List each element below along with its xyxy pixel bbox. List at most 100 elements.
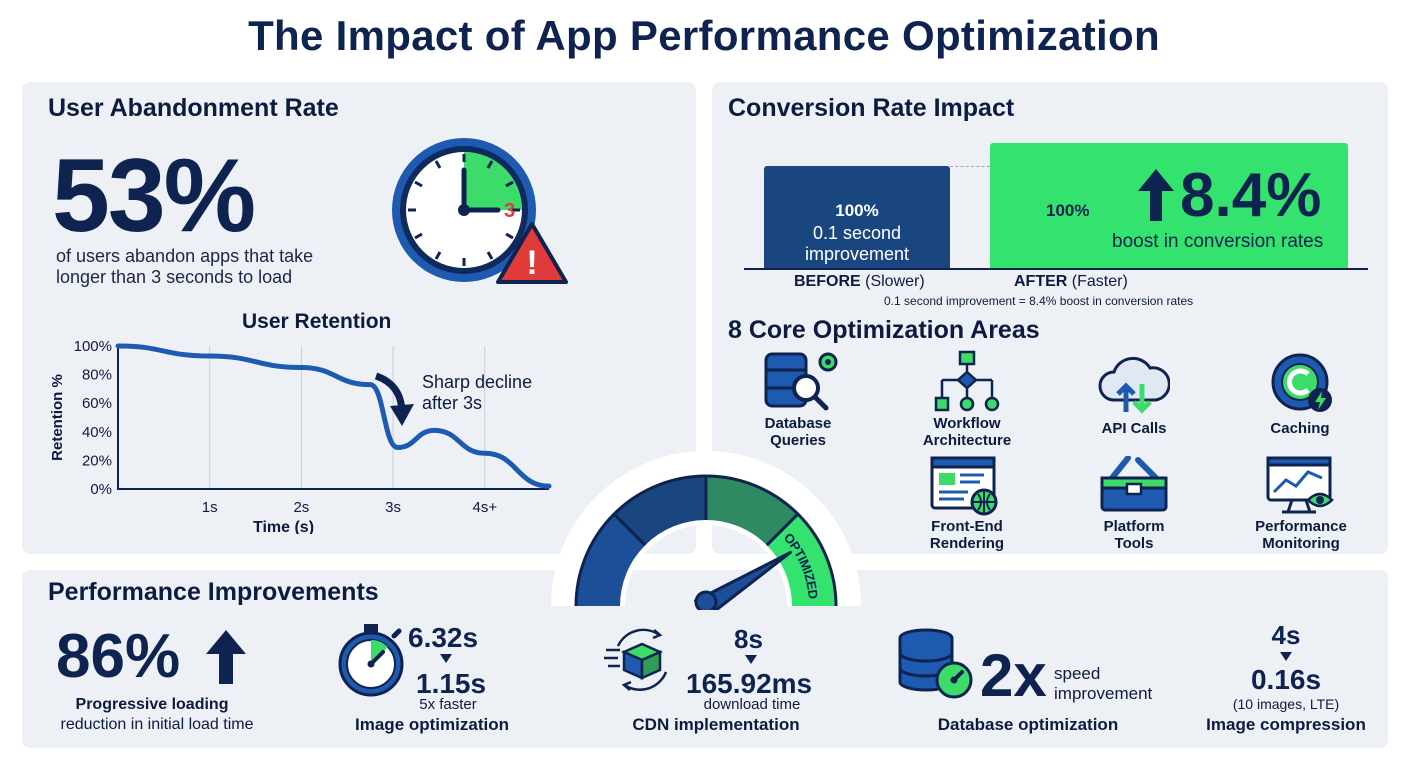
after-desc: boost in conversion rates: [1112, 231, 1324, 252]
after-value: 8.4%: [1180, 161, 1322, 230]
abandonment-desc-line1: of users abandon apps that take: [56, 246, 314, 266]
cdn-to: 165.92ms: [686, 668, 813, 699]
improvements-heading: Performance Improvements: [48, 578, 379, 606]
database-value: 2x: [980, 642, 1047, 709]
x-tick-label: 2s: [293, 499, 309, 516]
area-line2: Queries: [770, 432, 826, 449]
before-label: BEFORE (Slower): [794, 273, 925, 291]
before-pct: 100%: [835, 201, 879, 220]
gauge-divider: [765, 513, 799, 547]
monitor-eye-icon: [1266, 456, 1334, 514]
progressive-value: 86%: [56, 622, 181, 691]
before-label-bold: BEFORE: [794, 273, 861, 290]
stopwatch-clock-icon: 3 !: [392, 138, 568, 284]
area-line2: Architecture: [922, 432, 1012, 449]
compression-title: Image compression: [1206, 715, 1366, 734]
retention-series-line: [115, 343, 552, 489]
gauge-hub: [694, 590, 718, 610]
abandonment-desc-line2: longer than 3 seconds to load: [56, 267, 293, 287]
area-label-database-queries: Database Queries: [748, 415, 848, 449]
y-axis-label: Retention %: [49, 374, 66, 461]
image-opt-title: Image optimization: [355, 715, 509, 734]
after-bar: 100% 8.4% boost in conversion rates: [990, 143, 1348, 268]
x-axis-label: Time (s): [253, 519, 314, 534]
area-label-workflow: Workflow Architecture: [908, 415, 1026, 449]
compression-to: 0.16s: [1250, 664, 1322, 695]
down-arrow-icon: [1280, 652, 1292, 661]
decline-arrow-icon: [374, 372, 414, 426]
gauge-divider: [613, 513, 647, 547]
database-speed-icon: [898, 628, 973, 699]
image-opt-note: 5x faster: [419, 696, 477, 713]
y-tick-label: 60%: [82, 395, 112, 412]
stopwatch-icon: [338, 624, 404, 697]
conversion-panel: Conversion Rate Impact 100% 0.1 second i…: [712, 82, 1388, 554]
bar-dashed-connector: [950, 166, 990, 167]
area-line2: Monitoring: [1262, 535, 1340, 552]
improvements-panel: Performance Improvements 86% Progressive…: [22, 570, 1388, 748]
down-arrow-icon: [745, 655, 757, 664]
area-line1: Performance: [1255, 518, 1347, 535]
page-title: The Impact of App Performance Optimizati…: [248, 12, 1160, 59]
area-label-front-end: Front-End Rendering: [908, 518, 1026, 552]
y-tick-label: 20%: [82, 452, 112, 469]
retention-chart: 1s 2s 3s 4s+ 0% 20% 40% 60% 80% 100% Time (s) Reten…: [49, 338, 552, 534]
conversion-heading: Conversion Rate Impact: [728, 94, 1015, 122]
abandonment-heading: User Abandonment Rate: [48, 94, 339, 122]
cdn-box-icon: [604, 628, 668, 691]
area-line2: Rendering: [929, 535, 1005, 552]
x-tick-label: 4s+: [473, 499, 498, 516]
workflow-diagram-icon: [934, 350, 1000, 412]
speed-gauge: OPTIMIZED: [551, 451, 861, 610]
y-tick-label: 100%: [74, 338, 112, 355]
gauge-segment: [705, 476, 798, 546]
cdn-note: download time: [703, 696, 801, 713]
progressive-title: Progressive loading: [75, 696, 229, 713]
retention-annotation-line1: Sharp decline: [422, 372, 533, 392]
before-line1: 0.1 second: [812, 223, 902, 243]
after-pct: 100%: [1046, 201, 1090, 220]
cache-bolt-icon: [1271, 353, 1332, 412]
area-label-monitoring: Performance Monitoring: [1242, 518, 1360, 552]
before-line2: improvement: [804, 244, 910, 264]
area-line1: Database: [764, 415, 832, 432]
toolbox-icon: [1100, 456, 1168, 512]
retention-title: User Retention: [242, 310, 392, 333]
area-line1: Workflow: [933, 415, 1001, 432]
conversion-baseline: [744, 268, 1368, 270]
y-tick-label: 80%: [82, 367, 112, 384]
area-line1: Platform: [1103, 518, 1165, 535]
area-line2: Tools: [1114, 535, 1154, 552]
compression-note: (10 images, LTE): [1232, 696, 1340, 712]
image-opt-to: 1.15s: [416, 668, 487, 699]
cdn-from: 8s: [734, 624, 763, 654]
before-label-text: (Slower): [865, 273, 925, 290]
database-title: Database optimization: [937, 715, 1119, 734]
warning-mark-text: !: [526, 244, 537, 282]
abandonment-panel: User Abandonment Rate 53% of users aband…: [22, 82, 696, 554]
gauge-segment: [576, 514, 646, 607]
gauge-segment: [766, 514, 836, 607]
arrow-up-icon: [1138, 169, 1174, 221]
database-search-icon: [764, 352, 838, 411]
y-tick-label: 0%: [90, 481, 112, 498]
y-tick-label: 40%: [82, 424, 112, 441]
areas-heading: 8 Core Optimization Areas: [728, 316, 1040, 344]
conversion-footnote: 0.1 second improvement = 8.4% boost in c…: [884, 294, 1194, 308]
area-label-platform: Platform Tools: [1082, 518, 1186, 552]
retention-annotation-line2: after 3s: [422, 393, 483, 413]
area-line1: Front-End: [931, 518, 1003, 535]
compression-from: 4s: [1271, 620, 1301, 650]
cloud-sync-icon: [1098, 356, 1170, 414]
after-label-text: (Faster): [1071, 273, 1128, 290]
browser-render-icon: [930, 456, 998, 516]
before-bar: 100% 0.1 second improvement: [764, 166, 950, 268]
image-opt-from: 6.32s: [408, 622, 479, 653]
x-tick-label: 3s: [385, 499, 401, 516]
progressive-desc: reduction in initial load time: [60, 716, 254, 733]
down-arrow-icon: [440, 654, 452, 663]
abandonment-stat: 53%: [52, 138, 256, 254]
chart-axes: [117, 346, 549, 490]
x-tick-label: 1s: [202, 499, 218, 516]
area-label-caching: Caching: [1270, 420, 1330, 437]
